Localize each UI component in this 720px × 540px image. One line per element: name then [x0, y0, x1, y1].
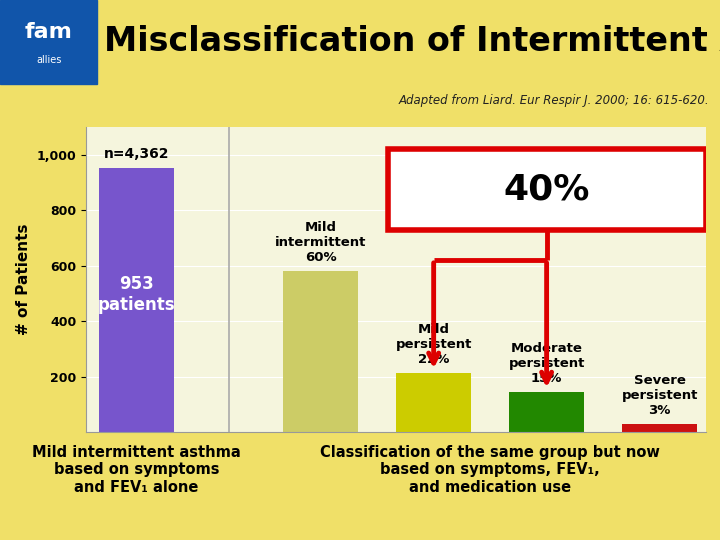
Bar: [0, 0, 97, 84]
Text: Moderate
persistent
15%: Moderate persistent 15%: [508, 342, 585, 385]
Bar: [99, 168, 174, 432]
Text: 953
patients: 953 patients: [98, 275, 176, 314]
Text: fam: fam: [25, 22, 73, 42]
Text: Mild
persistent
22%: Mild persistent 22%: [395, 323, 472, 366]
Bar: [396, 373, 472, 432]
Text: 40%: 40%: [503, 172, 590, 206]
Text: n=4,362: n=4,362: [104, 147, 169, 161]
Text: Mild
intermittent
60%: Mild intermittent 60%: [275, 221, 366, 264]
Text: Severe
persistent
3%: Severe persistent 3%: [621, 374, 698, 417]
Text: Classification of the same group but now
based on symptoms, FEV₁,
and medication: Classification of the same group but now…: [320, 445, 660, 495]
Text: Mild intermittent asthma
based on symptoms
and FEV₁ alone: Mild intermittent asthma based on sympto…: [32, 445, 241, 495]
Text: Misclassification of Intermittent Asthma: Misclassification of Intermittent Asthma: [104, 25, 720, 58]
Y-axis label: # of Patients: # of Patients: [17, 224, 32, 335]
Bar: [283, 271, 359, 432]
Bar: [509, 392, 584, 432]
Text: allies: allies: [36, 55, 62, 65]
Bar: [622, 424, 697, 432]
Bar: [387, 149, 706, 230]
Text: Adapted from Liard. Eur Respir J. 2000; 16: 615-620.: Adapted from Liard. Eur Respir J. 2000; …: [399, 94, 709, 107]
